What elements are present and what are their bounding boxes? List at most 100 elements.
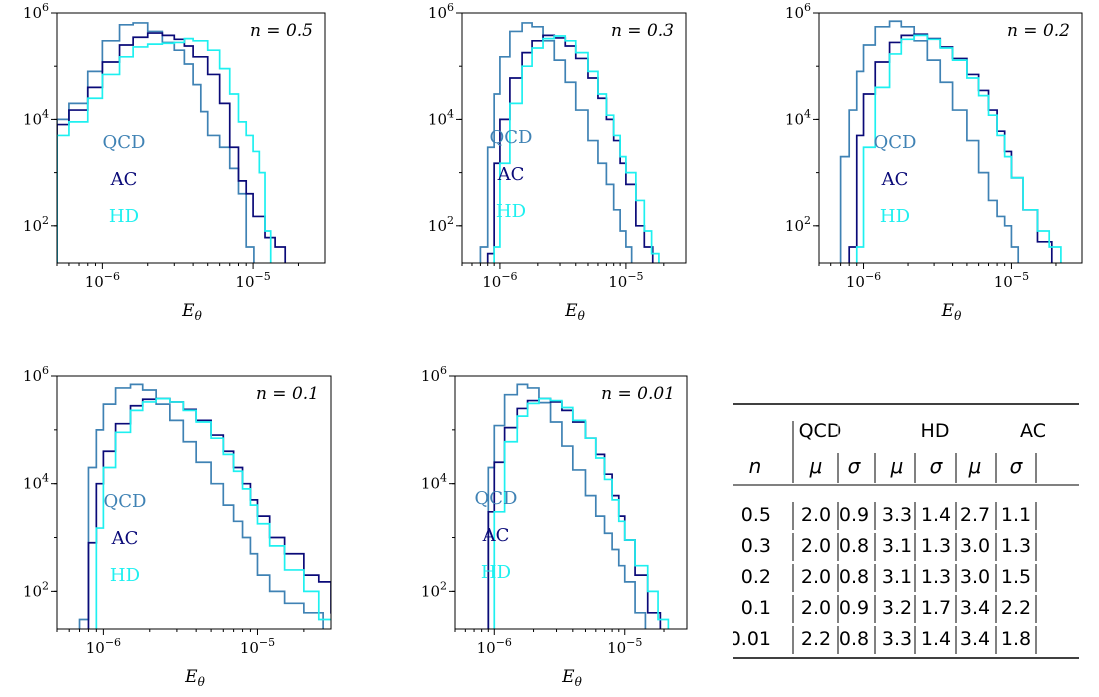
table-cell: 2.0	[801, 535, 831, 557]
panel-label: n = 0.1	[256, 384, 319, 404]
table-cell: 0.8	[839, 628, 869, 650]
legend-qcd: QCD	[874, 132, 917, 153]
x-tick-label: 10−5	[235, 270, 270, 291]
plot-frame	[454, 375, 688, 630]
table-cell: 3.4	[960, 628, 990, 650]
series-ac-step	[486, 34, 654, 263]
y-tick-label: 102	[23, 579, 49, 600]
y-tick-label: 104	[785, 107, 811, 128]
x-tick-label: 10−5	[240, 636, 275, 657]
y-tick-label: 102	[23, 214, 49, 235]
table-cell: 2.2	[1001, 597, 1031, 619]
x-tick-label: 10−6	[477, 636, 512, 657]
panel-label: n = 0.3	[611, 21, 674, 41]
x-tick-label: 10−6	[86, 636, 121, 657]
legend-ac: AC	[110, 169, 138, 190]
series-qcd-step	[839, 20, 1020, 263]
table-cell: 0.8	[839, 535, 869, 557]
y-tick-label: 106	[421, 364, 447, 385]
table-body: μ σ μ σ μ σ0.5 2.0 0.9 3.3 1.4 2.7 1.10.3 2.0 0.8 3.1 1…	[729, 413, 1037, 654]
series-hd-step	[95, 397, 331, 629]
plot-frame	[461, 12, 687, 264]
sub-header: σ	[930, 454, 944, 478]
x-tick-label: 10−5	[994, 270, 1029, 291]
series-ac-step	[57, 32, 287, 263]
histogram-panel: 102 104 106 10−6 10−5 Eθ n = 0.1 QCD AC HD	[23, 364, 332, 689]
series-hd-step	[855, 34, 1062, 263]
histogram-panel: 102 104 106 10−6 10−5 Eθ n = 0.5 QCD AC HD	[23, 1, 326, 323]
histogram-panel: 102 104 106 10−6 10−5 Eθ n = 0.2 QCD AC HD	[785, 1, 1083, 323]
stats-table: QCD HD AC n μ σ μ σ μ σ 0.5 2.0 0.9 3.3 1.4 2.7 1.1 0…	[729, 403, 1079, 659]
series-hd-step	[57, 37, 272, 263]
legend-ac: AC	[881, 169, 909, 190]
x-axis-label: Eθ	[564, 301, 585, 323]
sub-header: σ	[1010, 454, 1024, 478]
table-cell: 1.8	[1001, 628, 1031, 650]
legend-hd: HD	[496, 201, 526, 222]
table-cell: 1.1	[1001, 504, 1031, 526]
x-axis-label: Eθ	[941, 301, 962, 323]
legend-ac: AC	[497, 164, 525, 185]
group-header-hd: HD	[921, 420, 950, 442]
row-label: 0.1	[741, 597, 771, 619]
x-tick-label: 10−6	[85, 270, 120, 291]
y-tick-label: 104	[421, 472, 447, 493]
y-tick-label: 104	[23, 472, 49, 493]
legend-qcd: QCD	[475, 488, 518, 509]
series-qcd-step	[479, 22, 633, 263]
legend-qcd: QCD	[103, 132, 146, 153]
x-tick-label: 10−6	[846, 270, 881, 291]
table-cell: 3.0	[960, 566, 990, 588]
plot-frame	[818, 12, 1083, 264]
table-cell: 1.7	[921, 597, 951, 619]
series-qcd-step	[78, 383, 324, 629]
legend-hd: HD	[481, 562, 511, 583]
legend-hd: HD	[110, 565, 140, 586]
legend-qcd: QCD	[490, 127, 533, 148]
table-cell: 2.0	[801, 504, 831, 526]
table-cell: 0.8	[839, 566, 869, 588]
table-cell: 2.2	[801, 628, 831, 650]
row-label: 0.5	[741, 504, 771, 526]
panel-label: n = 0.2	[1007, 21, 1070, 41]
y-tick-label: 102	[421, 579, 447, 600]
panel-label: n = 0.01	[601, 384, 675, 404]
group-header-qcd: QCD	[799, 420, 842, 442]
table-cell: 0.9	[839, 504, 869, 526]
table-cell: 2.0	[801, 597, 831, 619]
table-cell: 3.1	[882, 566, 912, 588]
series-hd-step	[493, 397, 670, 629]
table-cell: 1.4	[921, 628, 951, 650]
y-tick-label: 104	[23, 107, 49, 128]
series-ac-step	[87, 397, 331, 629]
table-cell: 1.3	[1001, 535, 1031, 557]
x-tick-label: 10−5	[607, 636, 642, 657]
table-cell: 3.0	[960, 535, 990, 557]
y-tick-label: 106	[785, 1, 811, 22]
table-cell: 1.3	[921, 535, 951, 557]
x-tick-label: 10−6	[482, 270, 517, 291]
table-cell: 1.4	[921, 504, 951, 526]
y-tick-label: 102	[428, 214, 454, 235]
series-hd-step	[493, 35, 660, 263]
x-axis-label: Eθ	[561, 667, 582, 689]
legend-hd: HD	[109, 206, 139, 227]
legend-qcd: QCD	[104, 491, 147, 512]
histogram-panel: 102 104 106 10−6 10−5 Eθ n = 0.3 QCD AC HD	[428, 1, 687, 323]
row-label: 0.2	[741, 566, 771, 588]
series-qcd-step	[57, 22, 255, 263]
table-cell: 3.2	[882, 597, 912, 619]
series-qcd-step	[487, 383, 647, 629]
y-tick-label: 106	[23, 364, 49, 385]
legend-hd: HD	[880, 206, 910, 227]
x-tick-label: 10−5	[608, 270, 643, 291]
sub-header: μ	[809, 454, 823, 478]
table-cell: 3.4	[960, 597, 990, 619]
legend-ac: AC	[111, 528, 139, 549]
x-axis-label: Eθ	[184, 667, 205, 689]
row-header-n: n	[749, 454, 762, 478]
row-label: 0.3	[741, 535, 771, 557]
table-cell: 2.7	[960, 504, 990, 526]
sub-header: μ	[890, 454, 904, 478]
